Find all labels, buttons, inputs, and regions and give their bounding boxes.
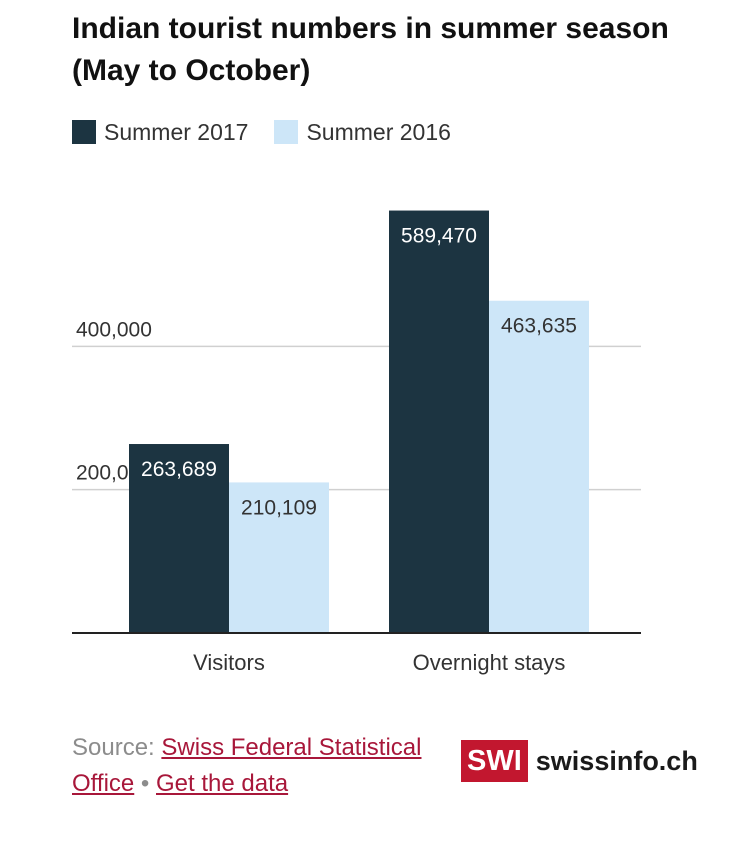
bar-summer-2016 <box>489 300 589 633</box>
chart-title: Indian tourist numbers in summer season … <box>72 12 669 87</box>
bar-data-label: 589,470 <box>401 225 477 248</box>
swi-logo-box: SWI <box>461 740 528 782</box>
bar-summer-2016 <box>229 482 329 633</box>
legend-label-summer-2017: Summer 2017 <box>104 118 249 145</box>
swissinfo-logo[interactable]: SWI swissinfo.ch <box>461 740 698 782</box>
x-category-label: Overnight stays <box>413 650 566 675</box>
source-separator: • <box>140 770 150 797</box>
legend-swatch-summer-2016 <box>274 120 299 144</box>
bar-chart: 200,000400,000263,689210,109Visitors589,… <box>72 210 641 675</box>
bar-data-label: 210,109 <box>241 496 317 519</box>
bar-data-label: 463,635 <box>501 315 577 338</box>
x-category-label: Visitors <box>193 650 265 675</box>
legend-label-summer-2016: Summer 2016 <box>306 118 451 145</box>
legend: Summer 2017 Summer 2016 <box>72 116 477 148</box>
get-data-link[interactable]: Get the data <box>156 770 289 797</box>
legend-item-summer-2017: Summer 2017 <box>72 119 248 146</box>
legend-item-summer-2016: Summer 2016 <box>274 118 451 146</box>
source-prefix: Source: <box>72 734 155 761</box>
swissinfo-logo-text: swissinfo.ch <box>535 745 698 776</box>
bar-summer-2017 <box>129 444 229 633</box>
y-tick-label: 400,000 <box>76 318 152 341</box>
bar-data-label: 263,689 <box>141 458 217 481</box>
bar-summer-2017 <box>389 210 489 633</box>
legend-swatch-summer-2017 <box>72 120 96 144</box>
source-note: Source: Swiss Federal Statistical Office… <box>72 730 462 802</box>
source-link[interactable]: Swiss Federal Statistical Office <box>72 734 422 797</box>
